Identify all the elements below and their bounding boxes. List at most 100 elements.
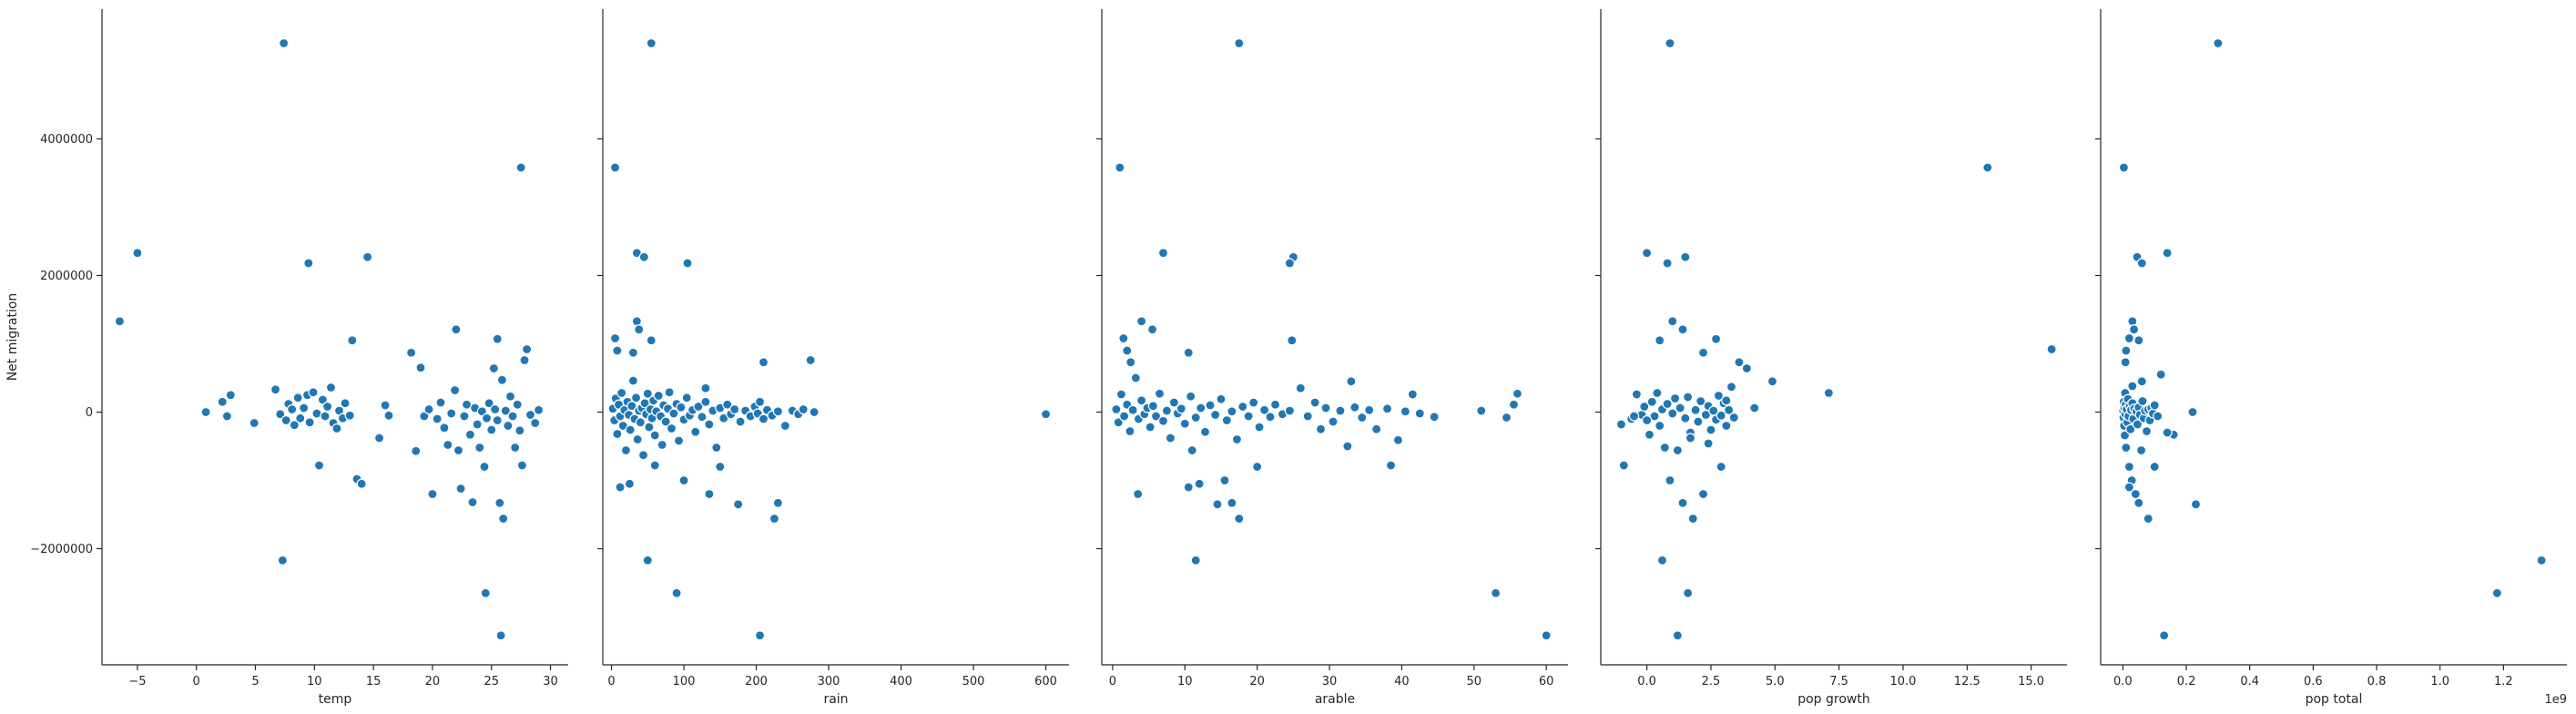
data-point (498, 513, 509, 525)
data-point (280, 414, 291, 426)
data-point (1541, 630, 1552, 641)
x-tick-label: 200 (745, 675, 768, 688)
data-point (2128, 324, 2140, 335)
data-point (1724, 404, 1735, 415)
data-point (279, 37, 290, 49)
data-point (660, 416, 671, 427)
data-point (673, 435, 685, 446)
data-point (1212, 499, 1223, 510)
data-point (1665, 474, 1675, 486)
data-point (2141, 425, 2153, 437)
x-tick-label: 50 (1467, 675, 1482, 688)
data-point (1728, 412, 1739, 423)
data-point (1675, 403, 1685, 413)
data-point (1680, 413, 1691, 423)
data-point (2155, 369, 2166, 380)
x-tick-label: 15.0 (2018, 675, 2044, 688)
data-point (492, 333, 503, 344)
data-point (2046, 343, 2057, 355)
data-point (646, 335, 657, 346)
data-point (624, 478, 636, 489)
data-point (632, 434, 643, 445)
data-point (657, 439, 667, 451)
data-point (486, 424, 497, 435)
data-point (1295, 382, 1306, 393)
x-tick-label: 400 (890, 675, 912, 688)
data-point (697, 412, 708, 423)
data-point (1147, 401, 1158, 412)
data-point (1196, 403, 1207, 413)
data-point (2127, 381, 2138, 392)
data-point (1680, 251, 1691, 262)
data-point (646, 37, 657, 49)
data-point (772, 497, 783, 508)
data-point (1111, 403, 1122, 415)
data-point (612, 345, 623, 356)
data-point (609, 332, 621, 344)
data-point (495, 630, 506, 641)
data-point (609, 162, 621, 173)
x-tick-label: 1.2 (2494, 675, 2513, 688)
data-point (2136, 376, 2147, 387)
data-point (1767, 376, 1778, 387)
data-point (317, 394, 328, 405)
x-axis-label-3: pop growth (1797, 692, 1870, 707)
data-point (682, 258, 693, 269)
y-tick-label: 0 (86, 406, 93, 420)
data-point (1315, 423, 1327, 434)
data-point (1705, 424, 1716, 435)
data-point (362, 251, 373, 262)
data-point (1656, 555, 1668, 566)
data-point (1392, 434, 1404, 445)
data-point (1683, 392, 1694, 403)
data-point (671, 587, 682, 598)
data-point (2213, 37, 2224, 49)
data-point (419, 411, 430, 422)
data-point (2162, 248, 2173, 259)
data-point (1183, 482, 1194, 493)
data-point (225, 390, 236, 401)
data-point (2153, 411, 2164, 422)
data-point (512, 399, 523, 410)
data-point (1284, 258, 1295, 269)
data-point (1491, 587, 1502, 598)
data-point (1713, 390, 1725, 402)
data-point (630, 393, 642, 403)
data-point (758, 357, 769, 368)
data-point (464, 429, 476, 440)
data-point (1157, 415, 1169, 426)
data-point (1133, 488, 1144, 500)
data-point (729, 403, 740, 415)
data-point (1697, 488, 1709, 500)
data-point (649, 430, 660, 441)
data-point (1655, 420, 1665, 432)
data-point (642, 388, 653, 399)
x-tick-label: 20 (1249, 675, 1265, 688)
data-point (2119, 430, 2131, 441)
x-tick-label: 20 (425, 675, 441, 688)
data-point (415, 362, 426, 373)
data-point (693, 401, 704, 413)
data-point (690, 426, 701, 437)
data-point (1248, 397, 1259, 408)
data-point (455, 483, 466, 495)
x-tick-label: 1.0 (2430, 675, 2449, 688)
data-point (1199, 426, 1211, 437)
data-point (217, 396, 228, 407)
data-point (356, 478, 367, 489)
data-point (1125, 425, 1135, 437)
data-point (1221, 414, 1232, 426)
data-point (649, 460, 660, 471)
data-point (1710, 333, 1722, 344)
data-point (2149, 400, 2160, 411)
data-point (451, 324, 462, 335)
data-point (1400, 406, 1410, 417)
data-point (634, 324, 645, 335)
data-point (1721, 420, 1732, 432)
x-tick-label: 100 (673, 675, 696, 688)
data-point (1697, 347, 1709, 358)
data-point (503, 420, 514, 432)
data-point (492, 414, 503, 426)
data-point (490, 403, 501, 415)
x-tick-label: 0.2 (2177, 675, 2196, 688)
